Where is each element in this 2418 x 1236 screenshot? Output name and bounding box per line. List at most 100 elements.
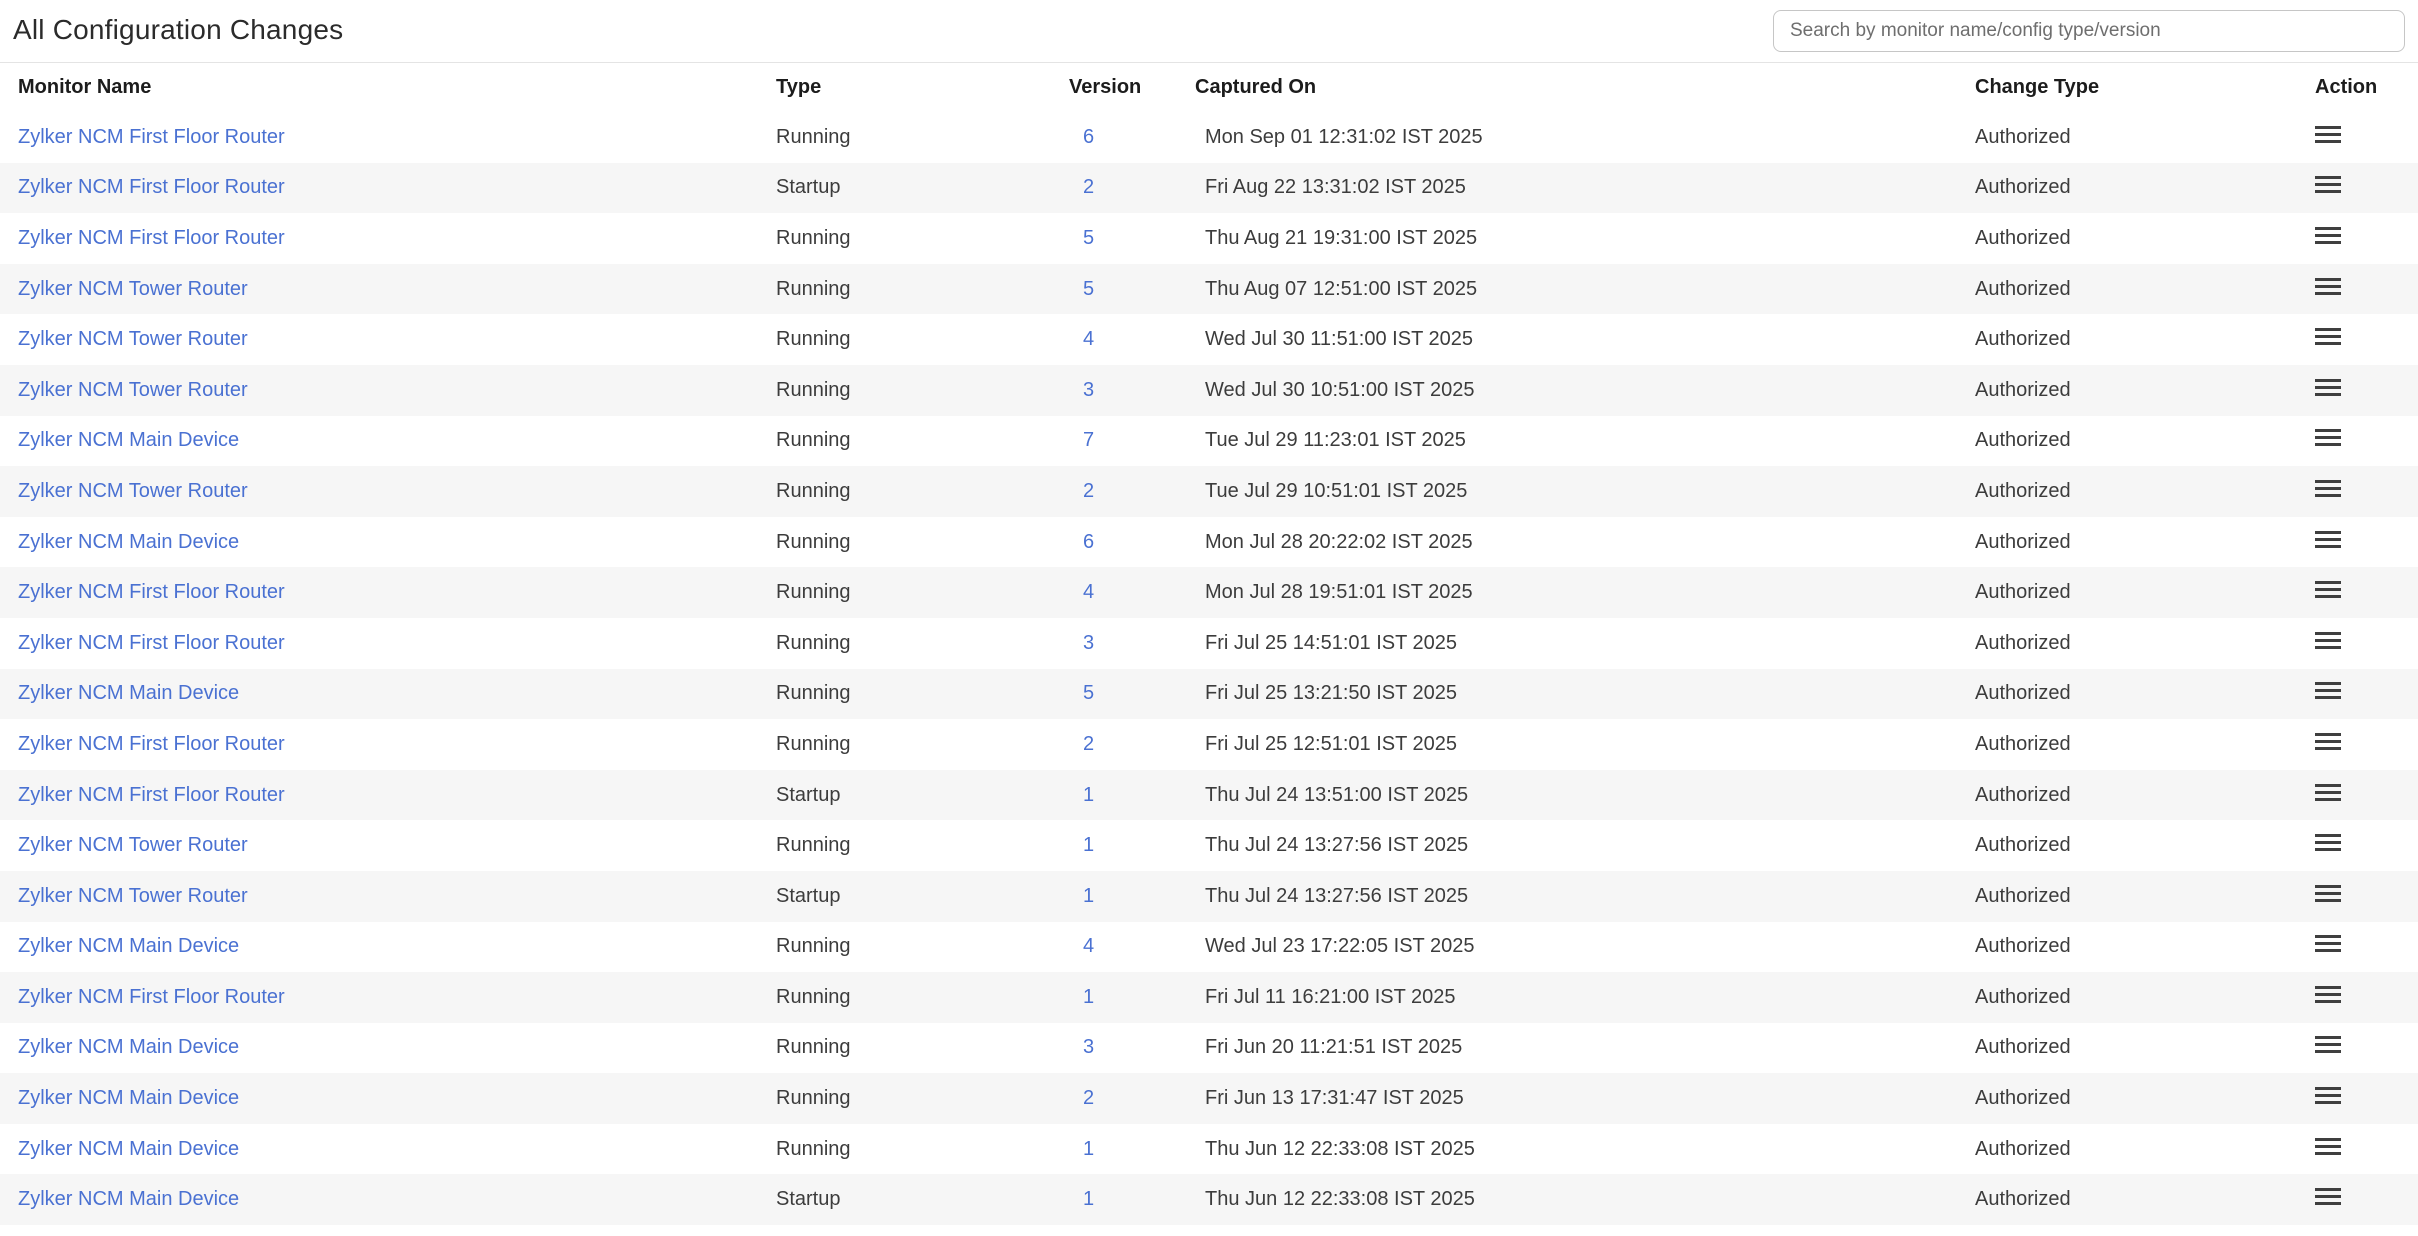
monitor-name-link[interactable]: Zylker NCM Tower Router (18, 277, 248, 300)
table-row: Zylker NCM Main Device Running 3 Fri Jun… (0, 1023, 2418, 1074)
row-action-menu-button[interactable] (2315, 223, 2341, 248)
config-type-cell: Running (776, 732, 851, 755)
top-bar: All Configuration Changes (0, 0, 2418, 63)
monitor-name-link[interactable]: Zylker NCM Main Device (18, 429, 240, 452)
version-link[interactable]: 5 (1083, 277, 1095, 300)
row-action-menu-button[interactable] (2315, 1184, 2341, 1209)
change-type-cell: Authorized (1975, 834, 2071, 857)
row-action-menu-button[interactable] (2315, 476, 2341, 501)
version-link[interactable]: 7 (1083, 429, 1095, 452)
change-type-cell: Authorized (1975, 176, 2071, 199)
table-row: Zylker NCM First Floor Router Running 6 … (0, 112, 2418, 163)
row-action-menu-button[interactable] (2315, 628, 2341, 653)
version-link[interactable]: 1 (1083, 884, 1095, 907)
menu-icon (2315, 226, 2341, 244)
config-type-cell: Running (776, 985, 851, 1008)
monitor-name-link[interactable]: Zylker NCM Main Device (18, 1137, 240, 1160)
version-link[interactable]: 2 (1083, 479, 1095, 502)
search-input[interactable] (1773, 10, 2405, 52)
row-action-menu-button[interactable] (2315, 830, 2341, 855)
row-action-menu-button[interactable] (2315, 375, 2341, 400)
config-type-cell: Startup (776, 783, 841, 806)
captured-on-cell: Thu Aug 21 19:31:00 IST 2025 (1205, 226, 1478, 249)
version-link[interactable]: 1 (1083, 1137, 1095, 1160)
config-type-cell: Startup (776, 884, 841, 907)
monitor-name-link[interactable]: Zylker NCM Tower Router (18, 834, 248, 857)
row-action-menu-button[interactable] (2315, 527, 2341, 552)
row-action-menu-button[interactable] (2315, 931, 2341, 956)
captured-on-cell: Thu Jun 12 22:33:08 IST 2025 (1205, 1137, 1475, 1160)
menu-icon (2315, 985, 2341, 1003)
config-type-cell: Running (776, 530, 851, 553)
row-action-menu-button[interactable] (2315, 172, 2341, 197)
version-link[interactable]: 6 (1083, 530, 1095, 553)
version-link[interactable]: 3 (1083, 631, 1095, 654)
change-type-cell: Authorized (1975, 1137, 2071, 1160)
version-link[interactable]: 4 (1083, 328, 1095, 351)
version-link[interactable]: 1 (1083, 783, 1095, 806)
version-link[interactable]: 5 (1083, 226, 1095, 249)
monitor-name-link[interactable]: Zylker NCM First Floor Router (18, 125, 285, 148)
row-action-menu-button[interactable] (2315, 1083, 2341, 1108)
captured-on-cell: Thu Aug 07 12:51:00 IST 2025 (1205, 277, 1478, 300)
monitor-name-link[interactable]: Zylker NCM Tower Router (18, 328, 248, 351)
table-row: Zylker NCM Main Device Running 1 Thu Jun… (0, 1124, 2418, 1175)
monitor-name-link[interactable]: Zylker NCM First Floor Router (18, 783, 285, 806)
version-link[interactable]: 5 (1083, 682, 1095, 705)
version-link[interactable]: 4 (1083, 935, 1095, 958)
monitor-name-link[interactable]: Zylker NCM First Floor Router (18, 631, 285, 654)
row-action-menu-button[interactable] (2315, 729, 2341, 754)
version-link[interactable]: 1 (1083, 834, 1095, 857)
table-body: Zylker NCM First Floor Router Running 6 … (0, 112, 2418, 1226)
monitor-name-link[interactable]: Zylker NCM Tower Router (18, 884, 248, 907)
version-link[interactable]: 1 (1083, 985, 1095, 1008)
monitor-name-link[interactable]: Zylker NCM First Floor Router (18, 581, 285, 604)
row-action-menu-button[interactable] (2315, 1032, 2341, 1057)
row-action-menu-button[interactable] (2315, 122, 2341, 147)
version-link[interactable]: 3 (1083, 1036, 1095, 1059)
monitor-name-link[interactable]: Zylker NCM Main Device (18, 1087, 240, 1110)
row-action-menu-button[interactable] (2315, 274, 2341, 299)
change-type-cell: Authorized (1975, 328, 2071, 351)
monitor-name-link[interactable]: Zylker NCM First Floor Router (18, 176, 285, 199)
config-type-cell: Running (776, 277, 851, 300)
version-link[interactable]: 3 (1083, 378, 1095, 401)
row-action-menu-button[interactable] (2315, 577, 2341, 602)
change-type-cell: Authorized (1975, 1036, 2071, 1059)
monitor-name-link[interactable]: Zylker NCM Main Device (18, 935, 240, 958)
version-link[interactable]: 1 (1083, 1188, 1095, 1211)
row-action-menu-button[interactable] (2315, 982, 2341, 1007)
table-row: Zylker NCM First Floor Router Running 5 … (0, 213, 2418, 264)
row-action-menu-button[interactable] (2315, 678, 2341, 703)
version-link[interactable]: 2 (1083, 1087, 1095, 1110)
version-link[interactable]: 2 (1083, 176, 1095, 199)
monitor-name-link[interactable]: Zylker NCM First Floor Router (18, 732, 285, 755)
row-action-menu-button[interactable] (2315, 324, 2341, 349)
monitor-name-link[interactable]: Zylker NCM First Floor Router (18, 226, 285, 249)
column-header-captured-on: Captured On (1195, 76, 1317, 98)
menu-icon (2315, 1087, 2341, 1105)
monitor-name-link[interactable]: Zylker NCM First Floor Router (18, 985, 285, 1008)
monitor-name-link[interactable]: Zylker NCM Main Device (18, 530, 240, 553)
monitor-name-link[interactable]: Zylker NCM Main Device (18, 1036, 240, 1059)
menu-icon (2315, 125, 2341, 143)
monitor-name-link[interactable]: Zylker NCM Main Device (18, 682, 240, 705)
monitor-name-link[interactable]: Zylker NCM Tower Router (18, 378, 248, 401)
row-action-menu-button[interactable] (2315, 425, 2341, 450)
version-link[interactable]: 2 (1083, 732, 1095, 755)
monitor-name-link[interactable]: Zylker NCM Main Device (18, 1188, 240, 1211)
table-row: Zylker NCM Main Device Running 4 Wed Jul… (0, 922, 2418, 973)
captured-on-cell: Thu Jun 12 22:33:08 IST 2025 (1205, 1188, 1475, 1211)
menu-icon (2315, 378, 2341, 396)
version-link[interactable]: 6 (1083, 125, 1095, 148)
row-action-menu-button[interactable] (2315, 1134, 2341, 1159)
table-row: Zylker NCM First Floor Router Running 4 … (0, 567, 2418, 618)
config-type-cell: Running (776, 1087, 851, 1110)
monitor-name-link[interactable]: Zylker NCM Tower Router (18, 479, 248, 502)
version-link[interactable]: 4 (1083, 581, 1095, 604)
captured-on-cell: Wed Jul 30 11:51:00 IST 2025 (1205, 328, 1473, 351)
captured-on-cell: Thu Jul 24 13:51:00 IST 2025 (1205, 783, 1469, 806)
table-row: Zylker NCM First Floor Router Running 2 … (0, 719, 2418, 770)
row-action-menu-button[interactable] (2315, 780, 2341, 805)
row-action-menu-button[interactable] (2315, 881, 2341, 906)
